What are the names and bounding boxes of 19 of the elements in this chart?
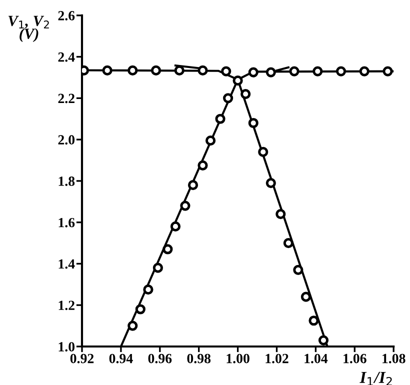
x-tick-label: 1.06 bbox=[344, 354, 366, 364]
x-tick-label: 0.92 bbox=[70, 354, 94, 364]
y-tick-label: 2.6 bbox=[58, 11, 75, 20]
y-tick-label: 2.4 bbox=[58, 52, 75, 62]
y-tick-label: 1.2 bbox=[58, 300, 74, 310]
y-tick-label: 2.0 bbox=[58, 135, 75, 145]
y-tick-label: 1.4 bbox=[58, 259, 75, 269]
y-tick-label: 1.0 bbox=[58, 342, 75, 352]
y-tick-label: 1.8 bbox=[58, 176, 75, 186]
y-tick-label: 1.6 bbox=[58, 218, 75, 228]
x-tick-label: 0.94 bbox=[109, 354, 133, 364]
x-tick-label: 1.02 bbox=[266, 354, 288, 364]
x-tick-label: 1.04 bbox=[304, 354, 328, 364]
x-tick-label: 1.00 bbox=[226, 354, 250, 364]
x-tick-label: 0.98 bbox=[187, 354, 211, 364]
y-tick-label: 2.2 bbox=[58, 94, 74, 104]
y-axis-title: V$_{1}$, V$_{2}$ (V) bbox=[8, 16, 49, 42]
x-tick-label: 1.08 bbox=[382, 354, 406, 364]
x-tick-label: 0.96 bbox=[148, 354, 172, 364]
